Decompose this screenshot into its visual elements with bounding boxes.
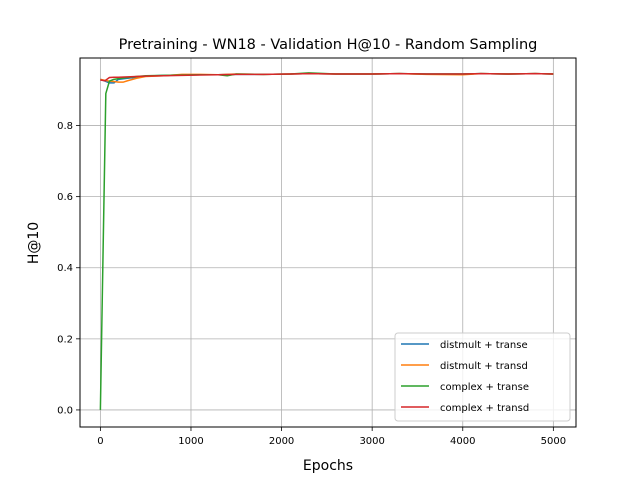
x-tick-label: 3000 <box>359 436 384 447</box>
y-tick-label: 0.2 <box>57 334 73 345</box>
chart-title: Pretraining - WN18 - Validation H@10 - R… <box>119 37 538 53</box>
legend-entry: complex + transd <box>440 403 529 414</box>
x-tick-label: 0 <box>97 436 103 447</box>
x-tick-label: 1000 <box>178 436 203 447</box>
y-tick-label: 0.8 <box>57 121 73 132</box>
legend-entry: distmult + transd <box>440 361 528 372</box>
legend: distmult + transe distmult + transd comple… <box>394 332 571 422</box>
y-tick-label: 0.6 <box>57 192 73 203</box>
x-tick-label: 4000 <box>450 436 475 447</box>
grid <box>80 58 576 427</box>
series-line-4 <box>100 72 554 82</box>
legend-entry: distmult + transe <box>440 340 528 351</box>
x-tick-label: 2000 <box>269 436 294 447</box>
x-axis-label: Epochs <box>303 458 353 474</box>
ticks: 0 1000 2000 3000 4000 5000 0.0 0.2 0.4 0.6 0.8 <box>57 121 566 447</box>
plot-frame <box>79 57 577 428</box>
y-tick-label: 0.4 <box>57 263 73 274</box>
series-group <box>99 72 554 410</box>
legend-entry: complex + transe <box>440 382 529 393</box>
x-tick-label: 5000 <box>541 436 566 447</box>
y-tick-label: 0.0 <box>57 405 73 416</box>
legend-box <box>394 332 571 422</box>
y-axis-label: H@10 <box>26 222 42 264</box>
